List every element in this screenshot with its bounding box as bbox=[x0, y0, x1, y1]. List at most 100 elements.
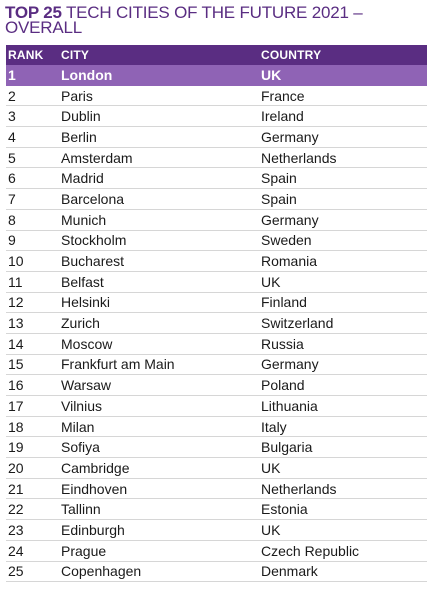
country-cell: Germany bbox=[261, 211, 319, 228]
country-cell: Lithuania bbox=[261, 397, 318, 414]
country-cell: Romania bbox=[261, 253, 318, 270]
rank-cell: 9 bbox=[8, 232, 16, 249]
rank-cell: 11 bbox=[8, 273, 23, 290]
rank-cell: 18 bbox=[8, 418, 24, 435]
city-cell: Vilnius bbox=[61, 397, 102, 414]
country-cell: Germany bbox=[261, 128, 319, 145]
city-cell: Prague bbox=[61, 542, 107, 559]
rank-cell: 13 bbox=[8, 315, 24, 332]
country-cell: UK bbox=[261, 67, 282, 84]
rank-cell: 17 bbox=[8, 397, 24, 414]
table-row: 17 Vilnius Lithuania bbox=[6, 396, 427, 417]
header-country: COUNTRY bbox=[261, 48, 322, 62]
rank-cell: 23 bbox=[8, 521, 24, 538]
table-header-row: RANK CITY COUNTRY bbox=[6, 45, 427, 65]
header-rank: RANK bbox=[8, 48, 44, 62]
table-row: 18 Milan Italy bbox=[6, 417, 427, 438]
table-row: 3 Dublin Ireland bbox=[6, 106, 427, 128]
title-line-1: TOP 25 TECH CITIES OF THE FUTURE 2021 – bbox=[5, 3, 425, 22]
city-cell: Moscow bbox=[61, 335, 113, 352]
table-row: 2 Paris France bbox=[6, 86, 427, 107]
table-row: 24 Prague Czech Republic bbox=[6, 541, 427, 562]
city-cell: Dublin bbox=[61, 108, 101, 125]
country-cell: Spain bbox=[261, 190, 297, 207]
city-cell: Madrid bbox=[61, 170, 104, 187]
country-cell: Poland bbox=[261, 377, 305, 394]
city-cell: Stockholm bbox=[61, 232, 127, 249]
city-cell: Zurich bbox=[61, 315, 100, 332]
country-cell: Czech Republic bbox=[261, 542, 360, 559]
country-cell: UK bbox=[261, 273, 281, 290]
country-cell: Netherlands bbox=[261, 480, 337, 497]
country-cell: France bbox=[261, 87, 305, 104]
city-cell: Munich bbox=[61, 211, 107, 228]
city-cell: Edinburgh bbox=[61, 521, 125, 538]
city-cell: Copenhagen bbox=[61, 563, 142, 580]
table-row: 19 Sofiya Bulgaria bbox=[6, 437, 427, 459]
rank-cell: 4 bbox=[8, 128, 16, 145]
rank-cell: 6 bbox=[8, 170, 16, 187]
table-row: 22 Tallinn Estonia bbox=[6, 499, 427, 521]
title-text: TECH CITIES OF THE FUTURE 2021 – bbox=[65, 3, 363, 22]
city-cell: Belfast bbox=[61, 273, 104, 290]
table-row: 15 Frankfurt am Main Germany bbox=[6, 355, 427, 376]
table-row: 4 Berlin Germany bbox=[6, 127, 427, 148]
title-line-2: OVERALL bbox=[5, 18, 83, 37]
table-row: 5 Amsterdam Netherlands bbox=[6, 148, 427, 169]
country-cell: Finland bbox=[261, 294, 307, 311]
table-row: 8 Munich Germany bbox=[6, 210, 427, 231]
title-top25: TOP 25 bbox=[5, 3, 62, 22]
rank-cell: 25 bbox=[8, 563, 24, 580]
country-cell: Russia bbox=[261, 335, 304, 352]
country-cell: Switzerland bbox=[261, 315, 334, 332]
table-row: 23 Edinburgh UK bbox=[6, 520, 427, 541]
rank-cell: 22 bbox=[8, 501, 24, 518]
rank-cell: 7 bbox=[8, 190, 16, 207]
country-cell: UK bbox=[261, 459, 281, 476]
city-cell: Milan bbox=[61, 418, 95, 435]
city-cell: Helsinki bbox=[61, 294, 111, 311]
table-row: 1 London UK bbox=[6, 65, 427, 86]
table-row: 6 Madrid Spain bbox=[6, 168, 427, 190]
country-cell: Sweden bbox=[261, 232, 312, 249]
city-cell: Cambridge bbox=[61, 459, 130, 476]
table-row: 7 Barcelona Spain bbox=[6, 189, 427, 210]
table-row: 9 Stockholm Sweden bbox=[6, 231, 427, 252]
rank-cell: 24 bbox=[8, 542, 24, 559]
country-cell: Bulgaria bbox=[261, 439, 313, 456]
rank-cell: 1 bbox=[8, 67, 16, 84]
rank-cell: 2 bbox=[8, 87, 16, 104]
city-cell: Sofiya bbox=[61, 439, 100, 456]
city-cell: Bucharest bbox=[61, 253, 125, 270]
rank-cell: 3 bbox=[8, 108, 16, 125]
country-cell: Netherlands bbox=[261, 149, 337, 166]
country-cell: Ireland bbox=[261, 108, 304, 125]
country-cell: Spain bbox=[261, 170, 297, 187]
rank-cell: 21 bbox=[8, 480, 24, 497]
city-cell: Paris bbox=[61, 87, 93, 104]
country-cell: Estonia bbox=[261, 501, 308, 518]
header-city: CITY bbox=[61, 48, 90, 62]
city-cell: London bbox=[61, 67, 113, 84]
table-row: 16 Warsaw Poland bbox=[6, 375, 427, 396]
city-cell: Amsterdam bbox=[61, 149, 133, 166]
city-cell: Berlin bbox=[61, 128, 97, 145]
rank-cell: 14 bbox=[8, 335, 24, 352]
city-cell: Warsaw bbox=[61, 377, 112, 394]
table-row: 12 Helsinki Finland bbox=[6, 293, 427, 314]
city-cell: Barcelona bbox=[61, 190, 125, 207]
rank-cell: 19 bbox=[8, 439, 24, 456]
rank-cell: 10 bbox=[8, 253, 24, 270]
city-cell: Tallinn bbox=[61, 501, 101, 518]
country-cell: Denmark bbox=[261, 563, 318, 580]
table-row: 21 Eindhoven Netherlands bbox=[6, 479, 427, 500]
ranking-table: RANK CITY COUNTRY 1 London UK 2 Paris France 3… bbox=[6, 45, 427, 583]
page-title: TOP 25 TECH CITIES OF THE FUTURE 2021 – … bbox=[5, 3, 425, 37]
table-row: 13 Zurich Switzerland bbox=[6, 313, 427, 334]
table-row: 20 Cambridge UK bbox=[6, 458, 427, 479]
country-cell: Italy bbox=[261, 418, 287, 435]
rank-cell: 12 bbox=[8, 294, 24, 311]
rank-cell: 8 bbox=[8, 211, 16, 228]
city-cell: Eindhoven bbox=[61, 480, 128, 497]
